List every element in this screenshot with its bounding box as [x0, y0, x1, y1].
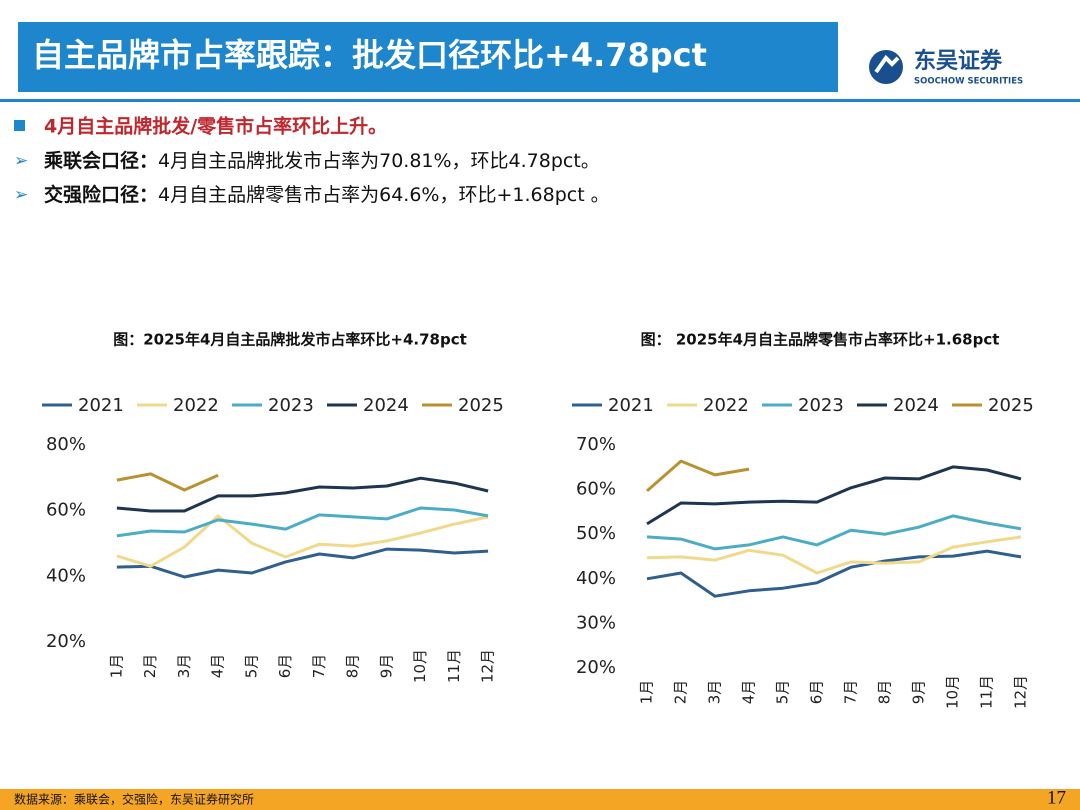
bullet-line: 交强险口径：4月自主品牌零售市占率为64.6%，环比+1.68pct 。	[44, 183, 610, 206]
legend-label: 2024	[893, 395, 939, 416]
legend-label: 2025	[988, 395, 1034, 416]
page-number: 17	[1047, 787, 1066, 808]
y-tick-label: 60%	[46, 500, 86, 521]
series-line	[116, 472, 219, 492]
y-tick-label: 80%	[46, 434, 86, 455]
legend-label: 2021	[608, 395, 654, 416]
footer-source: 数据来源：乘联会，交强险，东吴证券研究所	[14, 792, 254, 807]
bullet-square	[14, 120, 25, 131]
logo-mark	[869, 50, 903, 84]
legend-label: 2024	[363, 395, 409, 416]
series-line	[646, 514, 1022, 551]
y-tick-label: 60%	[576, 479, 616, 500]
footer-bar	[0, 789, 1080, 810]
x-tick-label: 11月	[445, 649, 463, 683]
series-line	[646, 535, 1022, 575]
x-tick-label: 4月	[209, 654, 227, 679]
x-tick-label: 3月	[706, 680, 724, 705]
chart-title: 图： 2025年4月自主品牌零售市占率环比+1.68pct	[641, 331, 1000, 349]
bullet-arrow: ➢	[14, 151, 28, 171]
x-tick-label: 6月	[276, 654, 294, 679]
x-tick-label: 5月	[242, 654, 260, 679]
logo-cn: 东吴证券	[914, 48, 1003, 74]
x-tick-label: 12月	[479, 649, 497, 683]
header-bar	[18, 22, 838, 92]
series-line	[646, 549, 1022, 598]
x-tick-label: 7月	[842, 680, 860, 705]
y-tick-label: 20%	[576, 657, 616, 678]
chart-title: 图：2025年4月自主品牌批发市占率环比+4.78pct	[113, 331, 467, 349]
y-tick-label: 50%	[576, 523, 616, 544]
y-tick-label: 70%	[576, 434, 616, 455]
series-line	[116, 476, 489, 513]
logo-stroke	[874, 54, 900, 74]
bullet-text: 4月自主品牌批发/零售市占率环比上升。	[44, 115, 387, 138]
bullet-lead: 交强险口径：	[44, 183, 158, 206]
series-line	[116, 506, 489, 538]
series-line	[116, 514, 489, 568]
legend-label: 2023	[798, 395, 844, 416]
series-line	[116, 547, 489, 579]
x-tick-label: 7月	[310, 654, 328, 679]
x-tick-label: 11月	[978, 675, 996, 709]
x-tick-label: 3月	[175, 654, 193, 679]
x-tick-label: 4月	[740, 680, 758, 705]
header-rule	[0, 99, 1080, 102]
series-line	[646, 465, 1022, 526]
logo-en: SOOCHOW SECURITIES	[914, 77, 1023, 87]
x-tick-label: 2月	[672, 680, 690, 705]
x-tick-label: 8月	[344, 654, 362, 679]
y-tick-label: 40%	[46, 565, 86, 586]
x-tick-label: 6月	[808, 680, 826, 705]
bullet-text: 4月自主品牌批发市占率为70.81%，环比4.78pct。	[158, 150, 600, 172]
x-tick-label: 10月	[944, 675, 962, 709]
bullet-line: 乘联会口径：4月自主品牌批发市占率为70.81%，环比4.78pct。	[43, 149, 600, 172]
x-tick-label: 2月	[141, 654, 159, 679]
x-tick-label: 9月	[910, 680, 928, 705]
y-tick-label: 40%	[576, 568, 616, 589]
bullet-lead: 乘联会口径：	[43, 149, 158, 172]
x-tick-label: 10月	[411, 649, 429, 683]
legend-label: 2023	[268, 395, 314, 416]
x-tick-label: 9月	[377, 654, 395, 679]
x-tick-label: 8月	[876, 680, 894, 705]
bullet-text: 4月自主品牌零售市占率为64.6%，环比+1.68pct 。	[158, 184, 610, 206]
series-line	[646, 459, 750, 493]
logo: 东吴证券 SOOCHOW SECURITIES	[869, 48, 1023, 87]
bullet-arrow: ➢	[14, 185, 28, 205]
x-tick-label: 1月	[638, 680, 656, 705]
x-tick-label: 5月	[774, 680, 792, 705]
legend-label: 2025	[458, 395, 504, 416]
header-title: 自主品牌市占率跟踪：批发口径环比+4.78pct	[32, 36, 707, 74]
x-tick-label: 1月	[107, 654, 125, 679]
legend-label: 2022	[173, 395, 219, 416]
y-tick-label: 30%	[576, 612, 616, 633]
legend-label: 2022	[703, 395, 749, 416]
y-tick-label: 20%	[46, 631, 86, 652]
legend-label: 2021	[78, 395, 124, 416]
x-tick-label: 12月	[1012, 675, 1030, 709]
